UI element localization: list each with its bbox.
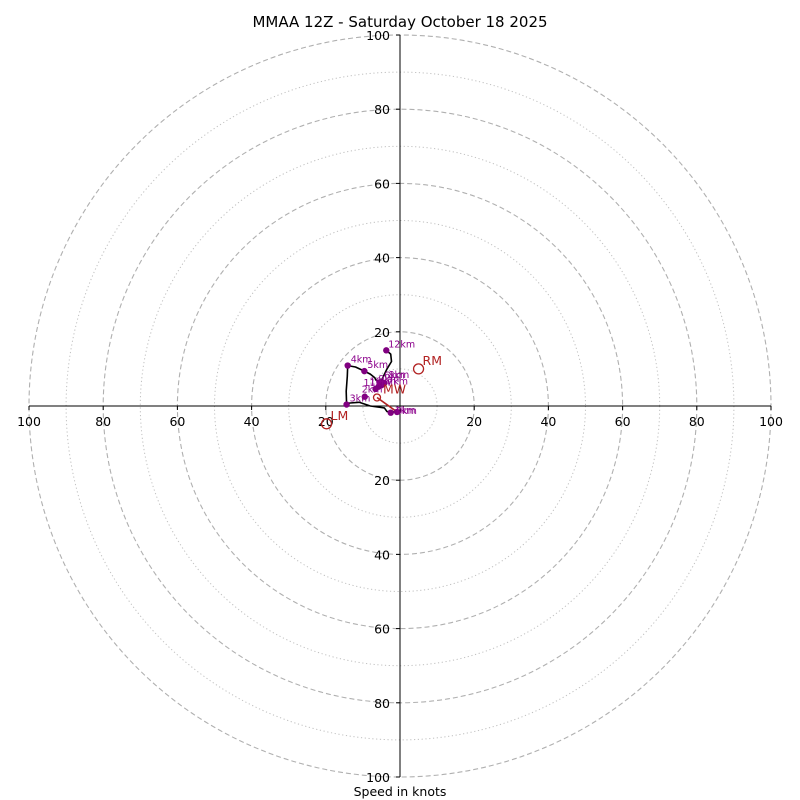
tick-label-down-100: 100	[366, 770, 390, 785]
tick-label-up-60: 60	[374, 176, 390, 191]
height-marker-12km	[383, 347, 390, 354]
motion-label-mw: MW	[383, 381, 406, 396]
tick-label-right-80: 80	[689, 414, 705, 429]
height-label-4km: 4km	[351, 355, 372, 366]
tick-label-up-20: 20	[374, 325, 390, 340]
tick-label-down-80: 80	[374, 696, 390, 711]
x-axis-label: Speed in knots	[354, 784, 447, 799]
chart-title: MMAA 12Z - Saturday October 18 2025	[252, 13, 547, 31]
tick-label-left-40: 40	[244, 414, 260, 429]
height-label-9km: 9km	[378, 374, 399, 385]
motion-marker-lm	[320, 418, 333, 430]
height-marker-3km	[343, 401, 350, 408]
motion-label-rm: RM	[423, 353, 442, 368]
height-marker-4km	[344, 362, 351, 369]
height-label-11km: 11km	[364, 378, 391, 389]
height-marker-2km	[361, 393, 368, 400]
height-marker-1km	[387, 409, 394, 416]
tick-label-down-20: 20	[374, 473, 390, 488]
height-label-3km: 3km	[350, 394, 371, 405]
height-label-8km: 8km	[388, 370, 409, 381]
height-label-1km: 1km	[395, 406, 416, 417]
height-label-6km: 6km	[384, 370, 405, 381]
height-label-12km: 12km	[388, 339, 415, 350]
tick-label-up-100: 100	[366, 28, 390, 43]
height-label-0km: 0km	[396, 406, 417, 417]
tick-label-right-60: 60	[615, 414, 631, 429]
height-label-7km: 7km	[387, 376, 408, 387]
motion-label-lm: LM	[331, 408, 349, 423]
height-marker-0km	[393, 408, 401, 416]
height-label-2km: 2km	[362, 385, 383, 396]
wind-trace-line	[345, 349, 399, 414]
tick-label-up-80: 80	[374, 102, 390, 117]
tick-label-down-40: 40	[374, 547, 390, 562]
height-label-5km: 5km	[367, 360, 388, 371]
tick-label-right-100: 100	[759, 414, 783, 429]
tick-label-left-80: 80	[95, 414, 111, 429]
tick-label-left-60: 60	[169, 414, 185, 429]
storm-motions: RM LM MW	[320, 353, 442, 430]
tick-label-left-100: 100	[17, 414, 41, 429]
height-marker-5km	[361, 367, 368, 375]
height-marker-11km	[372, 385, 379, 393]
motion-marker-mw	[372, 393, 382, 402]
tick-label-right-20: 20	[466, 414, 482, 429]
axes	[28, 34, 772, 778]
tick-label-up-40: 40	[374, 251, 390, 266]
tick-label-down-60: 60	[374, 622, 390, 637]
tick-label-right-40: 40	[540, 414, 556, 429]
motion-marker-rm	[412, 363, 425, 375]
height-label-10km: 10km	[369, 377, 396, 388]
